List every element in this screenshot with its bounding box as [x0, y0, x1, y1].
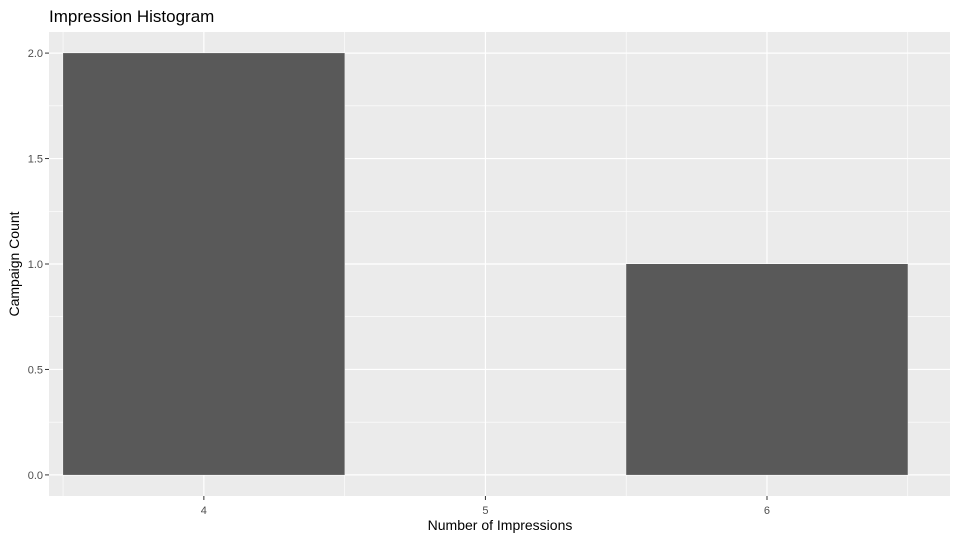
x-axis-title: Number of Impressions	[428, 517, 573, 533]
histogram-bar	[626, 264, 908, 475]
y-tick-label: 1.0	[28, 259, 43, 271]
x-tick-label: 4	[201, 505, 207, 517]
bars	[63, 53, 908, 475]
y-tick-label: 2.0	[28, 48, 43, 60]
chart-title: Impression Histogram	[49, 7, 214, 26]
y-axis-title: Campaign Count	[6, 211, 22, 316]
histogram-bar	[63, 53, 345, 475]
y-tick-label: 0.5	[28, 364, 43, 376]
x-tick-label: 5	[482, 505, 488, 517]
axis-ticks: 0.0 0.5 1.0 1.5 2.0 4 5 6	[28, 48, 770, 517]
y-tick-label: 0.0	[28, 470, 43, 482]
x-tick-label: 6	[764, 505, 770, 517]
y-tick-label: 1.5	[28, 154, 43, 166]
